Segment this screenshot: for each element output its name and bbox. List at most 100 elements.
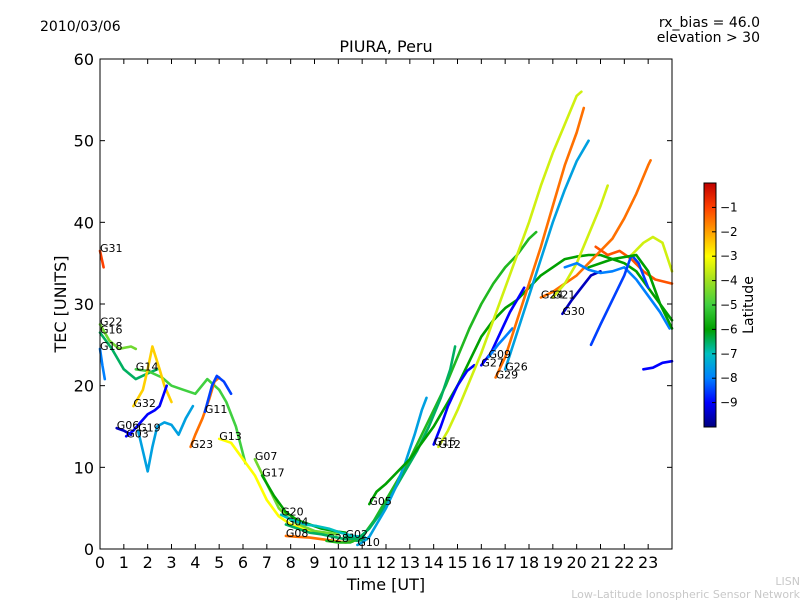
x-tick-label: 15 (447, 553, 467, 572)
sat-track-g31 (98, 249, 105, 269)
sat-label-g04: G04 (286, 516, 309, 529)
colorbar-tick-label: −7 (720, 347, 738, 361)
x-axis-label: Time [UT] (346, 575, 425, 594)
x-tick-label: 8 (286, 553, 296, 572)
date-label: 2010/03/06 (40, 19, 121, 35)
sat-label-g26: G26 (505, 360, 528, 373)
sat-label-g17: G17 (262, 467, 285, 480)
y-tick-label: 10 (74, 458, 94, 477)
plot-frame (99, 58, 673, 550)
sat-track (594, 245, 674, 285)
colorbar-tick-label: −5 (720, 298, 738, 312)
x-tick-label: 5 (214, 553, 224, 572)
x-tick-label: 19 (543, 553, 563, 572)
rx-bias-label: rx_bias = 46.0 (659, 15, 760, 31)
sat-label-g24: G24 (541, 289, 564, 302)
sat-track-g30 (561, 269, 602, 316)
x-tick-label: 4 (190, 553, 200, 572)
colorbar-label: Latitude (741, 276, 757, 334)
y-tick-label: 30 (74, 295, 94, 314)
sat-track-g18 (98, 347, 107, 381)
sat-label-g20: G20 (281, 506, 304, 519)
x-tick-label: 16 (471, 553, 491, 572)
x-tick-label: 6 (238, 553, 248, 572)
sat-track-g20 (279, 513, 366, 539)
x-tick-label: 13 (400, 553, 420, 572)
colorbar-tick-label: −2 (720, 225, 738, 239)
sat-track-g26 (503, 139, 590, 371)
sat-track-g09 (487, 327, 514, 359)
sat-label-g11: G11 (205, 403, 228, 416)
colorbar-ticks: −1 −2 −3 −4 −5 −6 −7 −8 −9 (712, 200, 738, 410)
chart-title: PIURA, Peru (339, 37, 432, 56)
elevation-label: elevation > 30 (657, 30, 760, 46)
sat-track-g03 (124, 384, 168, 438)
colorbar-tick-label: −8 (720, 371, 738, 385)
sat-label-g10: G10 (357, 536, 380, 549)
x-tick-label: 22 (614, 553, 634, 572)
colorbar-tick-label: −1 (720, 200, 738, 214)
colorbar-tick-label: −6 (720, 322, 738, 336)
x-tick-label: 12 (376, 553, 396, 572)
sat-label-g31: G31 (100, 242, 123, 255)
colorbar-tick-label: −3 (720, 249, 738, 263)
sat-label-g27: G27 (481, 356, 504, 369)
sat-track (642, 359, 674, 371)
sat-track (589, 253, 650, 347)
sat-label-g21: G21 (553, 289, 576, 302)
sat-track-g21 (551, 184, 610, 299)
x-tick-label: 0 (95, 553, 105, 572)
sat-label-g19: G19 (138, 422, 161, 435)
sat-label-g14: G14 (136, 360, 159, 373)
sat-label-g22: G22 (100, 315, 123, 328)
sat-label-g06: G06 (117, 419, 140, 432)
sat-label-g15: G15 (434, 436, 457, 449)
y-tick-label: 50 (74, 132, 94, 151)
y-axis-label: TEC [UNITS] (51, 256, 70, 354)
y-tick-label: 60 (74, 50, 94, 69)
sat-track-g14 (134, 367, 247, 465)
sat-label-g07: G07 (255, 450, 278, 463)
sat-label-g32: G32 (133, 397, 156, 410)
x-tick-label: 20 (566, 553, 586, 572)
sat-label-g08: G08 (286, 527, 309, 540)
sat-track-g22 (98, 323, 138, 351)
sat-track-g11 (203, 374, 233, 414)
sat-track-g32 (132, 345, 173, 408)
lisn-logo-text: LISN (775, 575, 800, 588)
axis-layer: 0 1 2 3 4 5 6 7 8 9 10 11 12 13 14 15 16 17 18 19 20 21 22 2301… (74, 50, 672, 572)
x-tick-label: 17 (495, 553, 515, 572)
sat-label-g23: G23 (191, 438, 214, 451)
colorbar-tick-label: −9 (720, 396, 738, 410)
x-tick-label: 2 (143, 553, 153, 572)
sat-label-g09: G09 (489, 348, 512, 361)
x-tick-label: 18 (519, 553, 539, 572)
y-tick-label: 40 (74, 213, 94, 232)
sat-label-g28: G28 (326, 532, 349, 545)
x-tick-label: 7 (262, 553, 272, 572)
sat-label-g30: G30 (562, 305, 585, 318)
x-tick-label: 1 (119, 553, 129, 572)
sat-label-g18: G18 (100, 340, 123, 353)
x-tick-label: 9 (309, 553, 319, 572)
sat-track-g29 (494, 106, 586, 379)
sat-label-g02: G02 (346, 528, 369, 541)
x-tick-label: 14 (423, 553, 443, 572)
x-tick-label: 21 (590, 553, 610, 572)
sat-track-g13 (217, 437, 316, 535)
colorbar-tick-label: −4 (720, 274, 738, 288)
x-tick-label: 3 (166, 553, 176, 572)
network-name: Low-Latitude Ionospheric Sensor Network (571, 588, 800, 600)
sat-label-g05: G05 (369, 495, 392, 508)
sat-track (563, 261, 671, 330)
sat-label-g12: G12 (438, 438, 461, 451)
x-tick-label: 23 (638, 553, 658, 572)
sat-track-g02 (344, 345, 457, 541)
sat-track-g19 (136, 404, 195, 473)
x-tick-label: 10 (328, 553, 348, 572)
y-tick-label: 0 (84, 540, 94, 559)
sat-track (587, 253, 674, 330)
x-tick-label: 11 (352, 553, 372, 572)
sat-label-g13: G13 (219, 430, 242, 443)
